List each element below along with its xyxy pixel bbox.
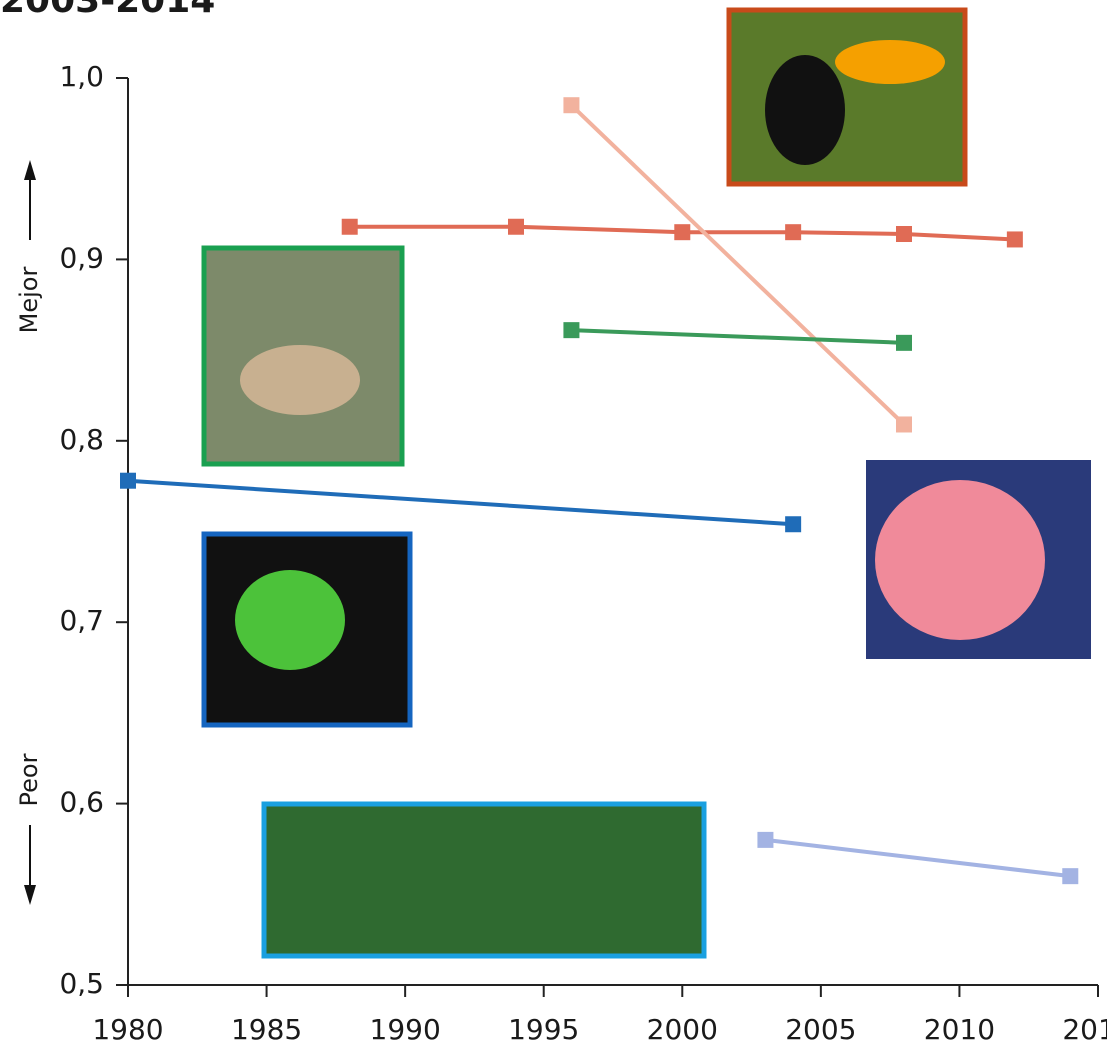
data-point: [508, 218, 524, 235]
x-tick-label: 1980: [92, 1013, 163, 1046]
y-tick-label: 0,6: [59, 786, 104, 819]
data-point: [896, 226, 912, 243]
data-point: [896, 334, 912, 351]
toucan-beak: [835, 40, 945, 84]
series-line: [127, 478, 794, 527]
x-tick-label: 2010: [924, 1013, 995, 1046]
series-line: [570, 103, 906, 426]
chart-title: 2003-2014: [0, 0, 215, 21]
x-tick-label: 1995: [508, 1013, 579, 1046]
arrows: [24, 160, 36, 905]
frog-body: [235, 570, 345, 670]
data-point: [757, 831, 774, 848]
y-tick-label: 0,9: [59, 241, 104, 274]
x-tick-label: 1990: [370, 1013, 441, 1046]
coral-shape: [875, 480, 1045, 640]
series-line: [571, 328, 905, 345]
y-tick-label: 0,7: [59, 604, 104, 637]
data-point: [563, 322, 580, 339]
y-tick-label: 1,0: [59, 60, 104, 93]
llama-body: [240, 345, 360, 415]
x-tick-label: 1985: [231, 1013, 302, 1046]
up-arrowhead: [24, 160, 36, 180]
data-point: [563, 97, 580, 114]
x-tick-label: 2005: [785, 1013, 856, 1046]
toucan-body: [765, 55, 845, 165]
series-line: [349, 224, 1015, 242]
worse-label: Peor: [15, 753, 43, 806]
data-point: [120, 472, 136, 489]
data-point: [1062, 868, 1079, 885]
pictures: [201, 7, 1091, 959]
x-tick-label: 2000: [647, 1013, 718, 1046]
better-label: Mejor: [15, 267, 43, 334]
data-point: [674, 224, 691, 241]
data-point: [785, 224, 802, 241]
x-tick-label: 2015: [1062, 1013, 1107, 1046]
data-point: [1006, 231, 1023, 248]
data-point: [785, 516, 802, 533]
data-point: [341, 218, 358, 235]
series-line: [765, 837, 1071, 879]
data-point: [896, 416, 912, 433]
y-tick-label: 0,5: [59, 967, 104, 1000]
toucan-picture: [726, 7, 968, 187]
down-arrowhead: [24, 885, 36, 905]
y-tick-label: 0,8: [59, 423, 104, 456]
ferns-picture: [261, 801, 707, 959]
